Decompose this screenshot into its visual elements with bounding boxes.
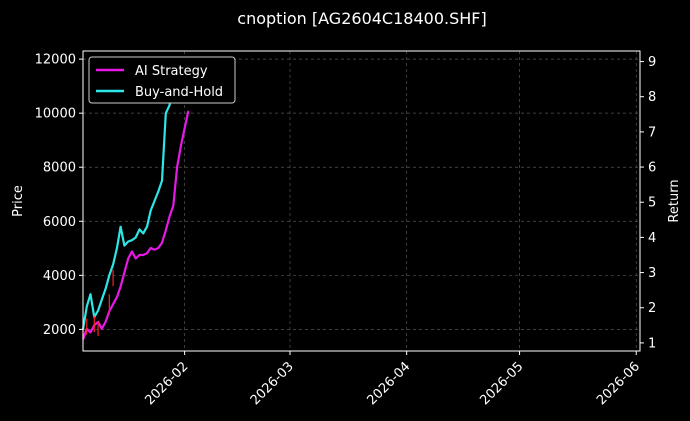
y2-tick-label: 6 [648,161,656,176]
legend-label-buy-and-hold: Buy-and-Hold [135,85,223,100]
y-tick-label: 6000 [43,215,76,230]
y2-tick-label: 7 [648,125,656,140]
plot-frame [82,50,641,352]
y-tick-label: 8000 [43,161,76,176]
legend-label-ai-strategy: AI Strategy [135,64,208,79]
y2-tick-label: 3 [648,266,656,281]
y2-axis-title: Return [667,179,682,222]
chart-title: cnoption [AG2604C18400.SHF] [237,9,486,28]
legend-box [88,56,236,104]
grid [83,51,640,351]
y-tick-label: 2000 [43,323,76,338]
y2-tick-label: 2 [648,301,656,316]
legend: AI Strategy Buy-and-Hold [88,56,236,104]
y2-tick-label: 9 [648,55,656,70]
y-axis-title: Price [11,185,26,217]
y-tick-label: 4000 [43,269,76,284]
series-line-ai-strategy [81,110,190,340]
y2-tick-label: 4 [648,231,656,246]
y-tick-label: 12000 [35,53,76,68]
y-axis-right: 1 2 3 4 5 6 7 8 9 [640,55,656,351]
series-line-buy-and-hold [81,66,179,330]
y2-tick-label: 8 [648,90,656,105]
y2-tick-label: 5 [648,196,656,211]
y-tick-label: 10000 [35,107,76,122]
y-axis-left: 2000 4000 6000 8000 10000 12000 [35,53,83,338]
y2-tick-label: 1 [648,336,656,351]
series-layer [81,66,190,340]
